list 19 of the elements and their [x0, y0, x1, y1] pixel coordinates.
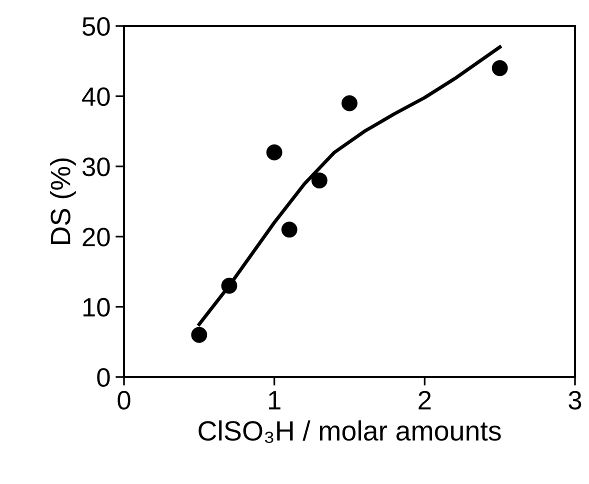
y-tick-label: 30 [82, 158, 110, 176]
y-tick-label: 20 [82, 228, 110, 246]
x-tick-label: 2 [418, 390, 431, 410]
point [281, 222, 298, 238]
x-tick-label: 0 [118, 390, 130, 410]
point [221, 278, 238, 294]
point [492, 60, 508, 76]
point [191, 326, 208, 343]
y-tick-label: 10 [83, 298, 110, 317]
x-axis-title: ClSO₃H / molar amounts [198, 420, 501, 443]
x-tick-label: 3 [568, 390, 582, 410]
y-tick-label: 0 [97, 368, 110, 387]
y-axis-title: DS (%) [50, 158, 76, 244]
point [342, 95, 358, 112]
y-tick-label: 50 [82, 17, 110, 36]
x-tick-label: 1 [269, 391, 280, 410]
y-tick-label: 40 [82, 87, 110, 106]
point [311, 172, 328, 188]
point [266, 144, 282, 160]
